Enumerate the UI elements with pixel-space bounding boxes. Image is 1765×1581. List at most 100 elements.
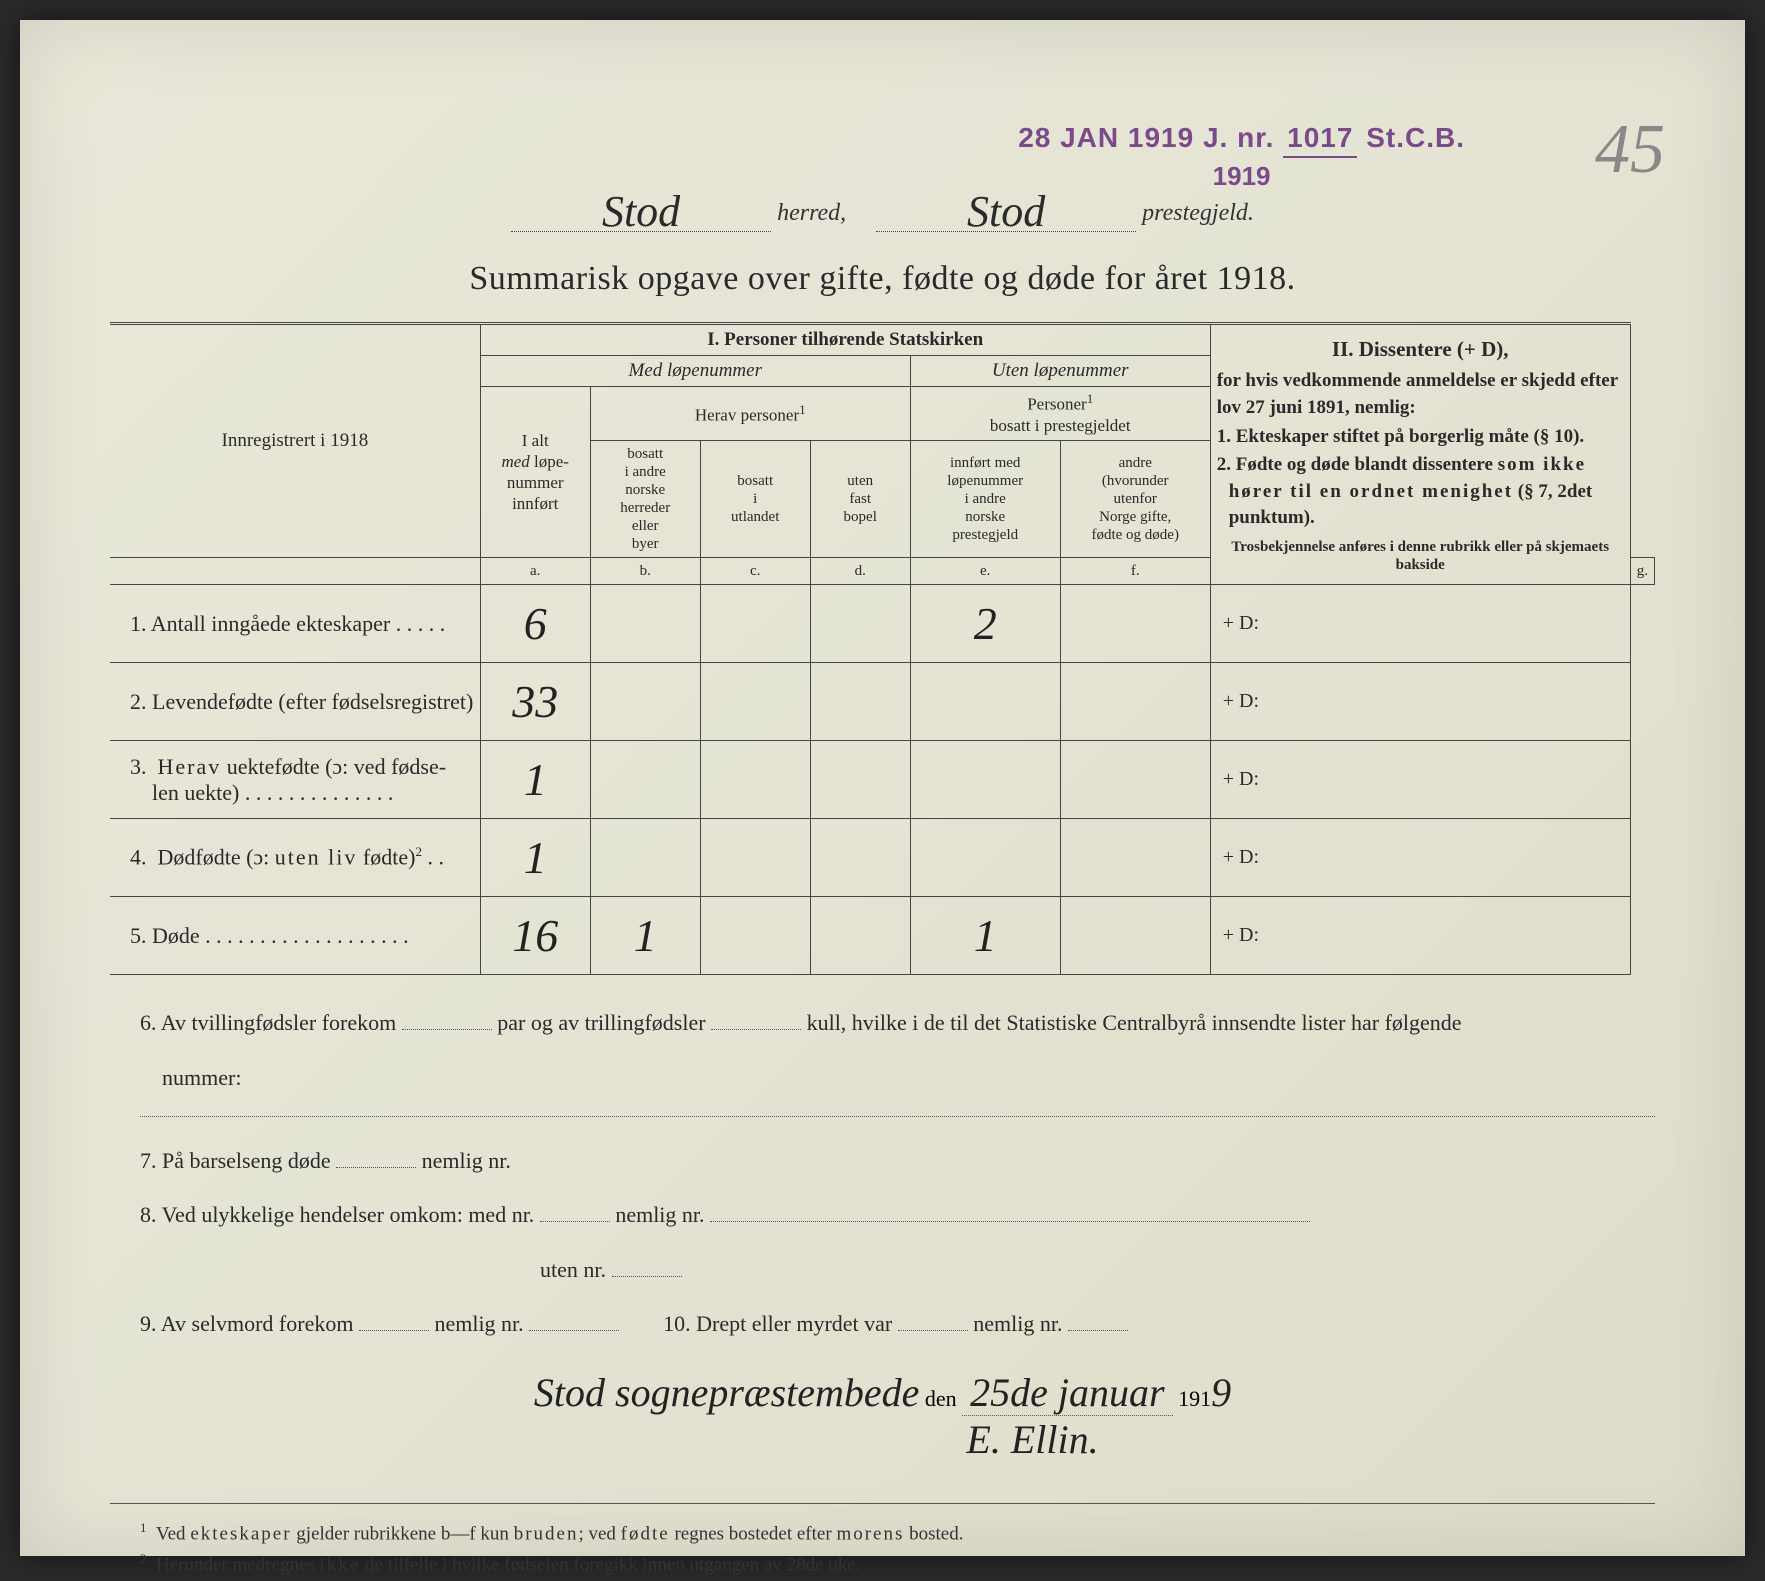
col-a-header: I altmed løpe-nummerinnført [480,387,590,558]
cell-f [1060,741,1210,819]
q8-line2: uten nr. [140,1246,1655,1294]
col-e-header: innført medløpenummeri andrenorskepreste… [910,441,1060,558]
letter-e: e. [910,558,1060,585]
cell-g: + D: [1210,819,1630,897]
letter-b: b. [590,558,700,585]
cell-g: + D: [1210,897,1630,975]
row-label: 2. Levendefødte (efter fødselsregistret) [110,663,480,741]
col-d-header: utenfastbopel [810,441,910,558]
section2-body1: for hvis vedkommende anmeldelse er skjed… [1217,368,1624,421]
cell-b [590,741,700,819]
cell-e: 1 [910,897,1060,975]
year-prefix: 191 [1178,1386,1211,1411]
cell-d [810,741,910,819]
row-label: 5. Døde . . . . . . . . . . . . . . . . … [110,897,480,975]
page-number-handwritten: 45 [1595,110,1665,190]
cell-e [910,819,1060,897]
cell-f [1060,897,1210,975]
stamp-jnr-label: J. nr. [1203,122,1274,153]
section2-note: Trosbekjennelse anføres i denne rubrikk … [1217,538,1624,574]
row-label: 1. Antall inngåede ekteskaper . . . . . [110,585,480,663]
row-label: 4. Dødfødte (ɔ: uten liv fødte)2 . . [110,819,480,897]
q6-line2: nummer: [140,1054,1655,1102]
letter-c: c. [700,558,810,585]
den-label: den [925,1386,957,1411]
signature-block: Stod sognepræstembede den 25de januar 19… [110,1369,1655,1463]
document-title: Summarisk opgave over gifte, fødte og dø… [110,260,1655,298]
cell-b [590,585,700,663]
stamp-date: 28 JAN 1919 [1018,122,1194,153]
q6-line: 6. Av tvillingfødsler forekom par og av … [140,999,1655,1047]
cell-c [700,663,810,741]
section2-item1b: på borgerlig måte [1384,426,1529,447]
section1-title: I. Personer tilhørende Statskirken [480,324,1210,356]
col-c-header: bosattiutlandet [700,441,810,558]
cell-a: 33 [480,663,590,741]
table-row: 5. Døde . . . . . . . . . . . . . . . . … [110,897,1655,975]
table-row: 2. Levendefødte (efter fødselsregistret)… [110,663,1655,741]
col-b-header: bosatti andrenorskeherrederellerbyer [590,441,700,558]
med-lopenummer: Med løpenummer [480,356,910,387]
section2-item1c: (§ 10). [1529,426,1584,447]
section2-item1a: 1. Ekteskaper stiftet [1217,426,1384,447]
innregistrert-label: Innregistrert i 1918 [222,430,369,451]
table-row: 1. Antall inngåede ekteskaper . . . . . … [110,585,1655,663]
herav-personer: Herav personer1 [590,387,910,441]
letter-g: g. [1630,558,1654,585]
cell-b [590,663,700,741]
letter-f: f. [1060,558,1210,585]
signature-place: Stod sognepræstembede [534,1370,920,1415]
year-last: 9 [1211,1370,1231,1415]
cell-c [700,819,810,897]
row-label: 3. Herav uektefødte (ɔ: ved fødse- len u… [110,741,480,819]
cell-e: 2 [910,585,1060,663]
main-table: Innregistrert i 1918 I. Personer tilhøre… [110,322,1655,975]
cell-a: 1 [480,819,590,897]
questions-below: 6. Av tvillingfødsler forekom par og av … [110,999,1655,1348]
cell-f [1060,819,1210,897]
cell-e [910,741,1060,819]
cell-c [700,741,810,819]
cell-a: 6 [480,585,590,663]
cell-g: + D: [1210,585,1630,663]
cell-a: 1 [480,741,590,819]
footnotes: 1 Ved ekteskaper gjelder rubrikkene b—f … [110,1503,1655,1581]
divider-line [140,1116,1655,1117]
table-row: 4. Dødfødte (ɔ: uten liv fødte)2 . . 1 +… [110,819,1655,897]
prestegjeld-value: Stod [967,186,1045,237]
cell-d [810,663,910,741]
cell-e [910,663,1060,741]
cell-b: 1 [590,897,700,975]
signature-name: E. Ellin. [966,1417,1098,1462]
cell-d [810,897,910,975]
section2-item2a: 2. Fødte og døde blandt dissentere [1217,454,1498,475]
col-f-header: andre(hvorunderutenforNorge gifte,fødte … [1060,441,1210,558]
herred-label: herred, [777,200,846,226]
cell-f [1060,585,1210,663]
uten-lopenummer: Uten løpenummer [910,356,1210,387]
cell-f [1060,663,1210,741]
q7-line: 7. På barselseng døde nemlig nr. [140,1137,1655,1185]
footnote-2: 2 Herunder medregnes ikke de tilfelle i … [140,1549,1655,1581]
signature-date: 25de januar [962,1370,1172,1416]
cell-c [700,585,810,663]
section2-cell: II. Dissentere (+ D), for hvis vedkommen… [1210,324,1630,585]
q9-q10-line: 9. Av selvmord forekom nemlig nr. 10. Dr… [140,1300,1655,1348]
letter-d: d. [810,558,910,585]
cell-b [590,819,700,897]
cell-g: + D: [1210,741,1630,819]
table-body: 1. Antall inngåede ekteskaper . . . . . … [110,585,1655,975]
cell-a: 16 [480,897,590,975]
blank-corner [110,558,480,585]
section2-title: II. Dissentere (+ D), [1332,337,1509,361]
receipt-stamp: 28 JAN 1919 J. nr. 1017 St.C.B. 1919 [1018,120,1465,194]
footnote-1: 1 Ved ekteskaper gjelder rubrikkene b—f … [140,1518,1655,1550]
cell-d [810,819,910,897]
stamp-year: 1919 [1018,160,1465,194]
letter-a: a. [480,558,590,585]
prestegjeld-label: prestegjeld. [1142,200,1254,226]
stamp-jnr: 1017 [1283,120,1357,158]
table-row: 3. Herav uektefødte (ɔ: ved fødse- len u… [110,741,1655,819]
stamp-suffix: St.C.B. [1366,122,1465,153]
cell-d [810,585,910,663]
